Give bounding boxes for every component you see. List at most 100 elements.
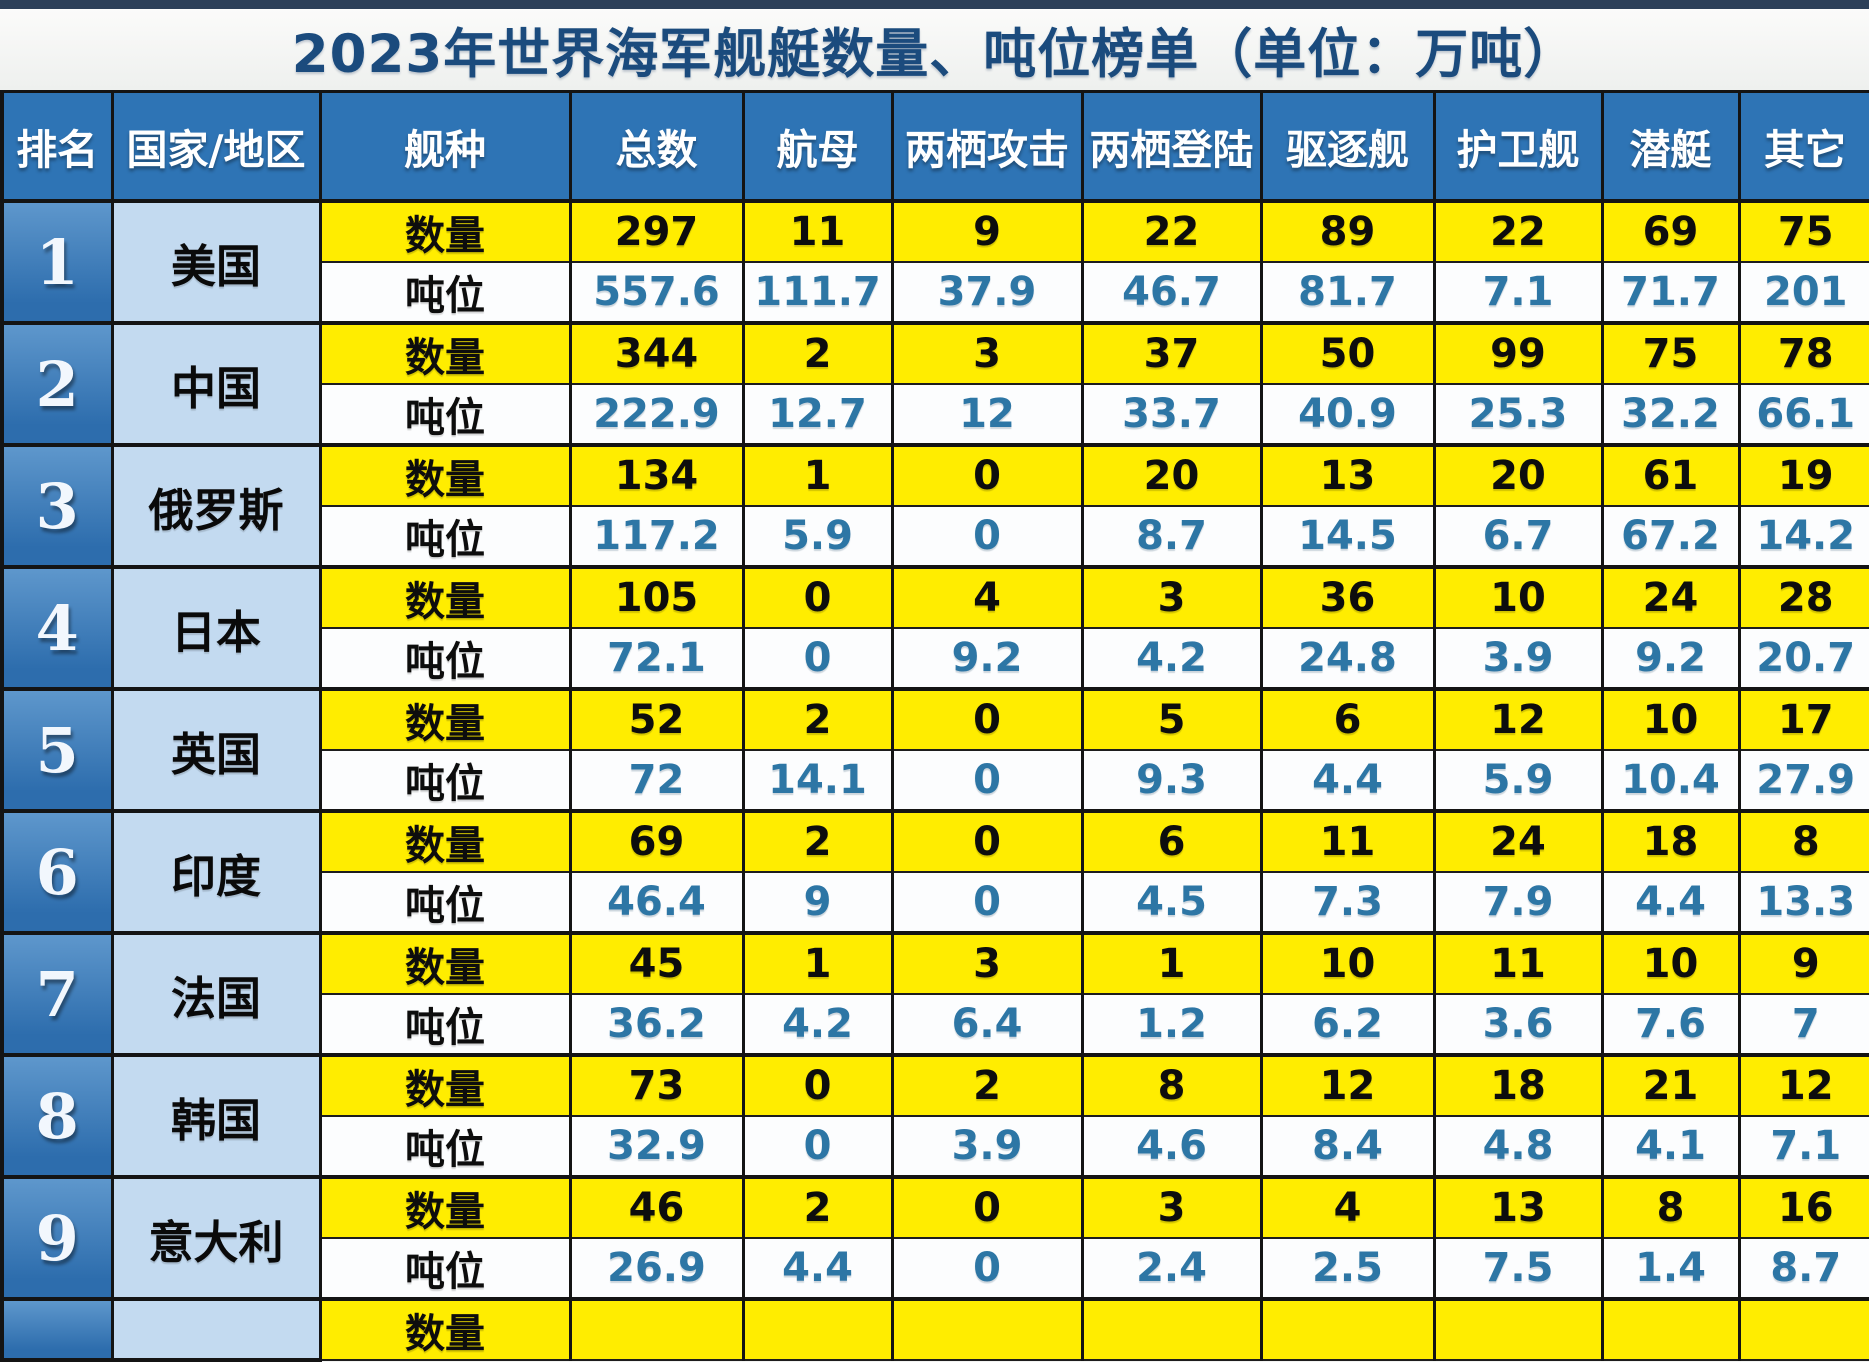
- metric-label-quantity: 数量: [318, 1299, 572, 1361]
- tonnage-value: 26.9: [568, 1238, 745, 1301]
- column-header-amphibious-assault: 两栖攻击: [890, 90, 1084, 203]
- tonnage-row: 吨位 72 14.1 0 9.3 4.4 5.9 10.4 27.9: [2, 750, 1869, 813]
- metric-label-tonnage: 吨位: [318, 750, 572, 813]
- quantity-row: 9 意大利 数量 46 2 0 3 4 13 8 16: [0, 1177, 1869, 1301]
- rank-cell: 1: [0, 201, 114, 325]
- tonnage-value: 222.9: [568, 384, 745, 447]
- country-cell: 印度: [110, 811, 322, 935]
- rank-cell: 6: [0, 811, 114, 935]
- metric-label-tonnage: 吨位: [318, 262, 572, 325]
- quantity-row: 1 美国 数量 297 11 9 22 89 22 69 75: [0, 201, 1869, 325]
- tonnage-value: 5.9: [741, 506, 894, 569]
- quantity-value: 0: [890, 811, 1084, 873]
- quantity-row: 7 法国 数量 45 1 3 1 10 11 10 9: [0, 933, 1869, 1057]
- quantity-value: 2: [741, 323, 894, 385]
- quantity-value: 19: [1737, 445, 1869, 507]
- tonnage-value: 9: [741, 872, 894, 935]
- quantity-value: 5: [1080, 689, 1263, 751]
- metric-label-quantity: 数量: [318, 1055, 572, 1117]
- tonnage-value: 12.7: [741, 384, 894, 447]
- tonnage-value: 2.5: [1259, 1238, 1436, 1301]
- rank-cell: [0, 1299, 114, 1362]
- metric-label-tonnage: 吨位: [318, 1238, 572, 1301]
- tonnage-value: 33.7: [1080, 384, 1263, 447]
- tonnage-value: 0: [741, 1116, 894, 1179]
- quantity-value: 52: [568, 689, 745, 751]
- quantity-value: 50: [1259, 323, 1436, 385]
- quantity-value: 10: [1259, 933, 1436, 995]
- quantity-value: 11: [741, 201, 894, 263]
- quantity-value: 3: [1080, 567, 1263, 629]
- quantity-value: 11: [1432, 933, 1604, 995]
- quantity-value: 22: [1080, 201, 1263, 263]
- quantity-value: 3: [1080, 1177, 1263, 1239]
- tonnage-value: 13.3: [1737, 872, 1869, 935]
- tonnage-value: 81.7: [1259, 262, 1436, 325]
- tonnage-value: 32.2: [1600, 384, 1741, 447]
- tonnage-row: 吨位 36.2 4.2 6.4 1.2 6.2 3.6 7.6 7: [2, 994, 1869, 1057]
- tonnage-value: 4.4: [741, 1238, 894, 1301]
- column-header-ship-type: 舰种: [318, 90, 572, 203]
- metric-label-tonnage: 吨位: [318, 1116, 572, 1179]
- quantity-value: 69: [1600, 201, 1741, 263]
- quantity-value: 45: [568, 933, 745, 995]
- quantity-row: 8 韩国 数量 73 0 2 8 12 18 21 12: [0, 1055, 1869, 1179]
- tonnage-value: 117.2: [568, 506, 745, 569]
- tonnage-value: 14.1: [741, 750, 894, 813]
- quantity-value: 297: [568, 201, 745, 263]
- quantity-value: 0: [741, 1055, 894, 1117]
- tonnage-value: 0: [890, 750, 1084, 813]
- tonnage-value: 0: [890, 1238, 1084, 1301]
- quantity-value: 73: [568, 1055, 745, 1117]
- quantity-value: [1737, 1299, 1869, 1361]
- country-cell: 英国: [110, 689, 322, 813]
- tonnage-value: 72: [568, 750, 745, 813]
- quantity-value: [890, 1299, 1084, 1361]
- country-cell: 法国: [110, 933, 322, 1057]
- rank-cell: 7: [0, 933, 114, 1057]
- tonnage-value: 14.5: [1259, 506, 1436, 569]
- tonnage-value: 7.9: [1432, 872, 1604, 935]
- metric-label-tonnage: 吨位: [318, 872, 572, 935]
- quantity-value: 78: [1737, 323, 1869, 385]
- tonnage-value: 10.4: [1600, 750, 1741, 813]
- quantity-value: 13: [1259, 445, 1436, 507]
- tonnage-value: 4.4: [1259, 750, 1436, 813]
- tonnage-row: 吨位 117.2 5.9 0 8.7 14.5 6.7 67.2 14.2: [2, 506, 1869, 569]
- metric-label-quantity: 数量: [318, 933, 572, 995]
- rank-cell: 5: [0, 689, 114, 813]
- tonnage-value: 7.1: [1432, 262, 1604, 325]
- tonnage-value: 27.9: [1737, 750, 1869, 813]
- header-row: 排名 国家/地区 舰种 总数 航母 两栖攻击 两栖登陆 驱逐舰 护卫舰 潜艇 其…: [0, 90, 1869, 203]
- tonnage-value: 4.2: [741, 994, 894, 1057]
- tonnage-value: 3.9: [890, 1116, 1084, 1179]
- column-header-other: 其它: [1737, 90, 1869, 203]
- tonnage-row: 吨位 72.1 0 9.2 4.2 24.8 3.9 9.2 20.7: [2, 628, 1869, 691]
- quantity-value: 6: [1080, 811, 1263, 873]
- tonnage-value: 4.5: [1080, 872, 1263, 935]
- metric-label-tonnage: 吨位: [318, 384, 572, 447]
- quantity-value: 8: [1737, 811, 1869, 873]
- quantity-value: 0: [890, 1177, 1084, 1239]
- quantity-value: [1080, 1299, 1263, 1361]
- quantity-value: 20: [1432, 445, 1604, 507]
- quantity-value: 36: [1259, 567, 1436, 629]
- quantity-value: 3: [890, 933, 1084, 995]
- metric-label-quantity: 数量: [318, 323, 572, 385]
- metric-label-quantity: 数量: [318, 445, 572, 507]
- tonnage-value: 557.6: [568, 262, 745, 325]
- tonnage-row: 吨位 557.6 111.7 37.9 46.7 81.7 7.1 71.7 201: [2, 262, 1869, 325]
- country-cell: 韩国: [110, 1055, 322, 1179]
- tonnage-value: 40.9: [1259, 384, 1436, 447]
- country-cell: 俄罗斯: [110, 445, 322, 569]
- quantity-value: 8: [1600, 1177, 1741, 1239]
- quantity-value: 2: [741, 1177, 894, 1239]
- tonnage-value: 201: [1737, 262, 1869, 325]
- tonnage-value: 7.3: [1259, 872, 1436, 935]
- column-header-amphibious-landing: 两栖登陆: [1080, 90, 1263, 203]
- quantity-value: 12: [1432, 689, 1604, 751]
- navy-ranking-table: 排名 国家/地区 舰种 总数 航母 两栖攻击 两栖登陆 驱逐舰 护卫舰 潜艇 其…: [0, 90, 1869, 1362]
- metric-label-quantity: 数量: [318, 1177, 572, 1239]
- column-header-country: 国家/地区: [110, 90, 322, 203]
